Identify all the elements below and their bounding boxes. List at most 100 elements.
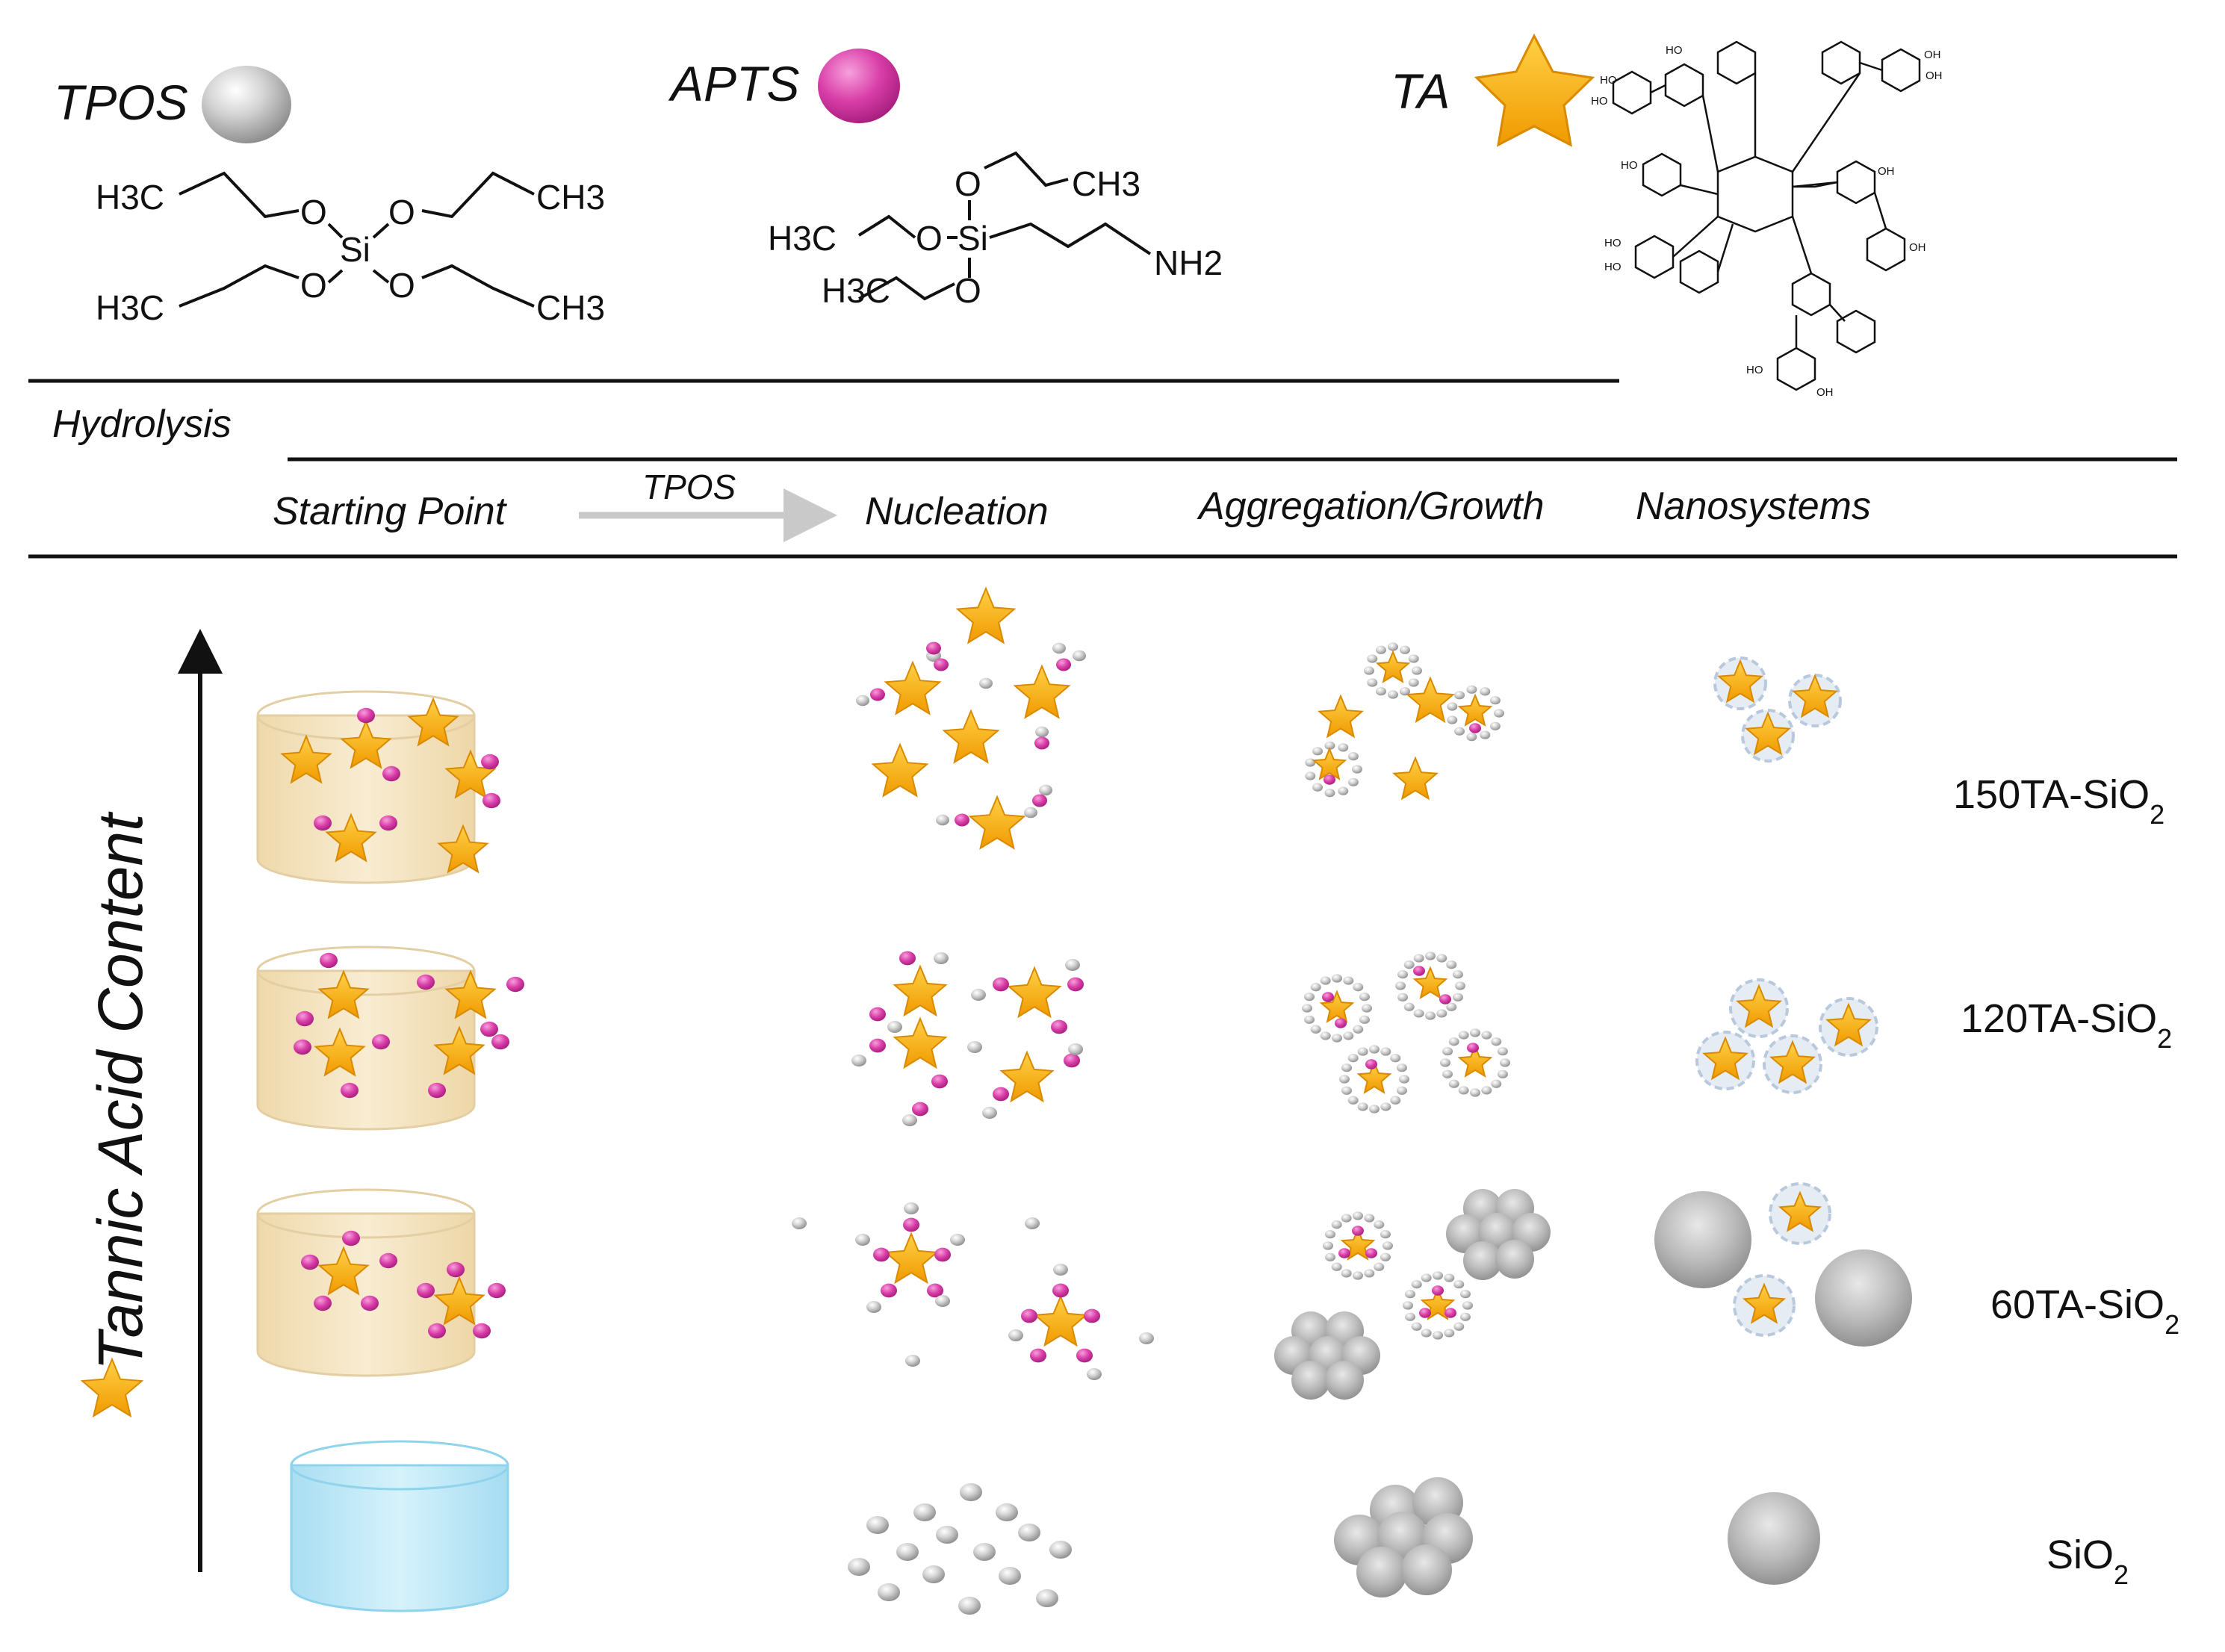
apts-sphere-icon [1439, 994, 1451, 1004]
apts-sphere-icon [881, 1283, 897, 1298]
silica-sphere-icon [1325, 1361, 1364, 1400]
row-label-150ta: 150TA-SiO2 [1953, 772, 2165, 830]
tpos-sphere-icon [913, 1503, 936, 1521]
apts-sphere-icon [447, 1261, 465, 1278]
tpos-sphere-icon [887, 1021, 902, 1033]
star-icon [1825, 1002, 1872, 1047]
tpos-sphere-icon [1341, 1269, 1352, 1278]
star-icon [1778, 1190, 1822, 1232]
svg-text:OH: OH [1925, 69, 1943, 82]
star-icon [893, 964, 948, 1017]
apts-sphere-icon [1034, 736, 1049, 750]
tpos-sphere-icon [1481, 1086, 1492, 1095]
tpos-o-4: O [388, 266, 415, 305]
tpos-sphere-icon [1491, 1037, 1502, 1046]
apts-sphere-icon [1067, 977, 1084, 992]
apts-sphere-icon [931, 1074, 948, 1089]
star-icon [1742, 1282, 1787, 1324]
tpos-sphere-icon [1367, 678, 1378, 687]
tpos-sphere-icon [999, 1567, 1021, 1585]
tpos-sphere-icon [1454, 727, 1465, 736]
tpos-sphere-icon [792, 1217, 807, 1229]
tpos-sphere-icon [1338, 786, 1349, 795]
tpos-sphere-icon [1388, 690, 1398, 699]
tpos-sphere-icon [1408, 678, 1419, 687]
tpos-sphere-icon [958, 1597, 981, 1615]
apts-sphere-icon [1338, 1248, 1350, 1258]
tpos-sphere-icon [1408, 654, 1419, 663]
tpos-sphere-icon [1425, 1011, 1436, 1020]
apts-ch3-top: CH3 [1072, 164, 1141, 203]
silica-sphere-icon [1728, 1492, 1820, 1585]
tpos-sphere-icon [1453, 1322, 1465, 1331]
tpos-sphere-icon [971, 989, 986, 1001]
tpos-sphere-icon [1374, 1220, 1385, 1229]
apts-label: APTS [668, 56, 799, 111]
axis-label: Tannic Acid Content [85, 811, 155, 1370]
tpos-sphere-icon [922, 1565, 945, 1583]
svg-text:HO: HO [1621, 159, 1638, 172]
beaker-icon [256, 1212, 476, 1377]
tpos-sphere-icon [1353, 1271, 1363, 1280]
tpos-sphere-icon [1444, 1273, 1455, 1282]
apts-sphere-icon [361, 1295, 379, 1311]
tpos-sphere-icon [1353, 983, 1364, 992]
tpos-sphere-icon [1397, 970, 1409, 979]
silica-sphere-icon [1356, 1547, 1407, 1597]
tpos-sphere-icon [1433, 1271, 1443, 1280]
tpos-sphere-icon [1367, 654, 1378, 663]
apts-sphere-icon [379, 815, 397, 831]
tpos-sphere-icon [1341, 1214, 1352, 1223]
apts-sphere-icon [993, 977, 1009, 992]
tpos-sphere-icon [1339, 1075, 1350, 1084]
tpos-sphere-icon [1357, 1102, 1368, 1111]
tpos-sphere-icon [1008, 1329, 1023, 1341]
tpos-sphere-icon [878, 1583, 900, 1601]
tpos-sphere-icon [1343, 1031, 1354, 1040]
tpos-sphere-icon [1338, 743, 1349, 752]
tpos-block: TPOS H3C H3C O O Si O O CH3 CH3 [54, 66, 605, 327]
svg-text:HO: HO [1746, 364, 1763, 376]
star-icon [1457, 1044, 1493, 1078]
tpos-sphere-icon [1497, 1069, 1508, 1078]
star-icon [1375, 650, 1411, 683]
apts-sphere-icon [506, 976, 524, 993]
apts-sphere-icon [482, 792, 500, 809]
tpos-sphere-icon [1459, 1312, 1471, 1321]
tpos-sphere-icon [1425, 951, 1436, 960]
tpos-sphere-icon [967, 1041, 982, 1053]
svg-text:OH: OH [1909, 241, 1926, 254]
apts-sphere-icon [955, 813, 969, 827]
star-icon [437, 824, 489, 874]
tpos-sphere-icon [1310, 1025, 1321, 1034]
hydrolysis-label: Hydrolysis [52, 403, 232, 446]
tpos-sphere-icon [1304, 993, 1315, 1002]
apts-sphere-icon [934, 1247, 951, 1262]
star-icon [1769, 1040, 1816, 1084]
apts-sphere-icon [417, 974, 435, 990]
apts-sphere-icon [1413, 966, 1425, 976]
apts-o-left: O [916, 219, 943, 258]
apts-si: Si [958, 219, 988, 258]
apts-sphere-icon [1469, 723, 1481, 733]
svg-text:HO: HO [1591, 95, 1608, 108]
apts-sphere-icon [357, 707, 375, 724]
star-icon [280, 734, 332, 784]
stage-nucleation: Nucleation [865, 490, 1049, 533]
star-icon [1312, 747, 1347, 780]
apts-sphere-icon [903, 1217, 919, 1232]
apts-sphere-icon [301, 1254, 319, 1270]
tpos-sphere-icon [1369, 1105, 1380, 1114]
tpos-sphere-icon [1369, 1045, 1380, 1054]
star-icon [433, 1276, 485, 1326]
star-icon [955, 586, 1017, 645]
tpos-structure [179, 171, 535, 308]
tpos-sphere-icon [1320, 1031, 1331, 1040]
tpos-sphere-icon [1374, 1262, 1385, 1271]
star-icon [1702, 1036, 1748, 1081]
tpos-sphere-icon [1036, 1589, 1058, 1607]
tpos-sphere-icon [896, 1543, 919, 1561]
tpos-sphere-icon [1332, 974, 1342, 983]
star-icon [1736, 984, 1782, 1028]
apts-ch3-bottom: H3C [822, 271, 890, 310]
